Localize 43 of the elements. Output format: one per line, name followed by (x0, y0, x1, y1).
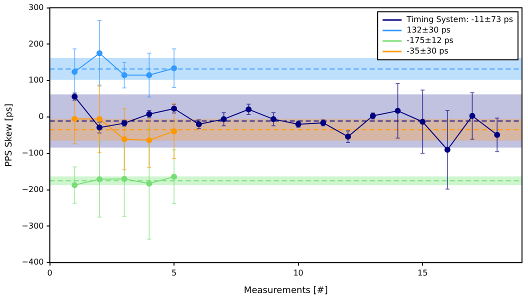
point (121, 72, 128, 78)
point (146, 137, 152, 144)
point (220, 116, 227, 122)
point (146, 180, 152, 187)
point (270, 116, 276, 122)
point (469, 112, 476, 119)
x-tick-label: 0 (47, 268, 52, 278)
point (444, 146, 450, 153)
point (171, 65, 178, 72)
point (394, 108, 401, 114)
point (72, 182, 78, 188)
point (171, 128, 178, 134)
point (494, 132, 500, 138)
point (96, 116, 102, 122)
y-tick-label: 300 (28, 2, 44, 12)
y-tick-label: −200 (22, 184, 44, 194)
point (146, 72, 152, 78)
point (171, 174, 178, 180)
point (345, 134, 352, 140)
y-tick-label: 0 (38, 112, 44, 122)
legend-label: -35±30 ps (406, 46, 448, 56)
point (96, 50, 102, 56)
point (72, 68, 78, 75)
y-tick-label: −100 (22, 148, 44, 158)
y-tick-label: −300 (22, 221, 44, 230)
point (96, 124, 102, 131)
x-tick-label: 5 (171, 268, 177, 278)
y-tick-label: 100 (28, 76, 44, 85)
legend-label: -175±12 ps (406, 36, 454, 46)
point (121, 176, 128, 182)
y-tick-label: 200 (28, 39, 44, 48)
legend-label: 132±30 ps (406, 26, 451, 35)
point (246, 106, 252, 112)
x-tick-label: 15 (417, 268, 428, 278)
point (121, 136, 128, 142)
point (420, 118, 426, 125)
x-axis-title: Measurements [#] (244, 286, 328, 296)
y-tick-label: −400 (22, 258, 44, 267)
y-axis-title: PPS Skew [ps] (4, 104, 15, 167)
x-tick-label: 10 (293, 268, 304, 278)
point (72, 116, 78, 122)
legend-label: Timing System: -11±73 ps (406, 15, 514, 24)
point (96, 176, 102, 182)
